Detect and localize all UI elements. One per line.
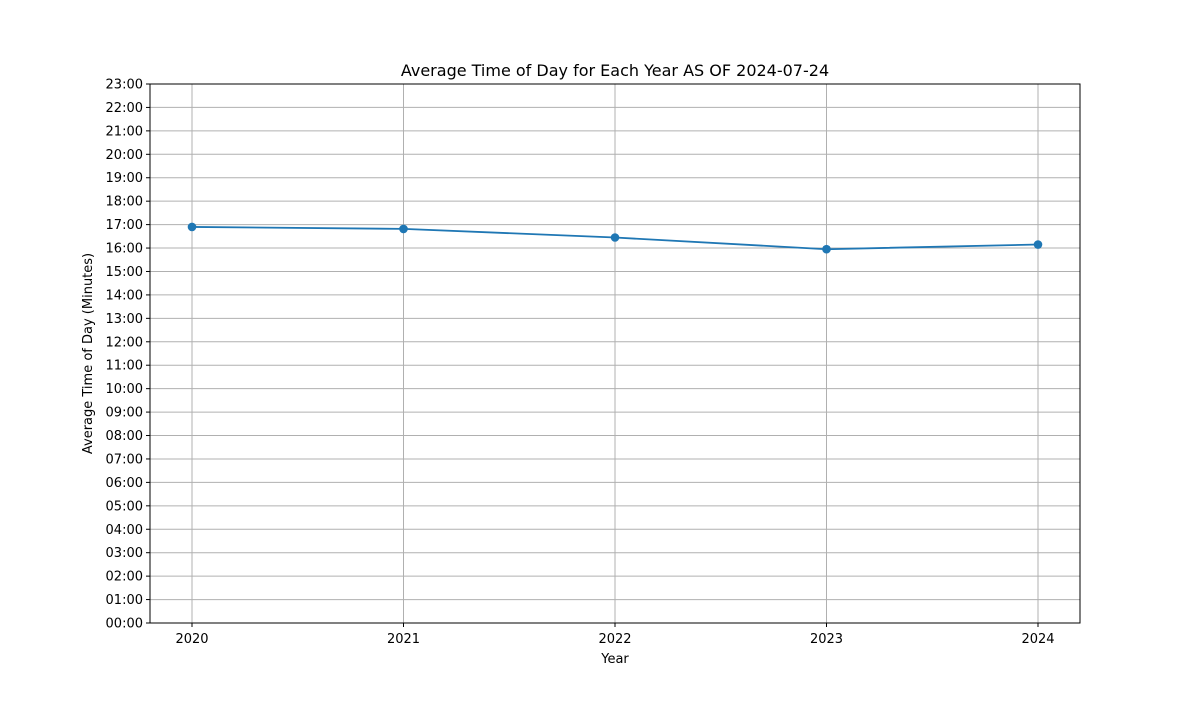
y-tick-label: 02:00 [106,570,143,585]
y-axis-label: Average Time of Day (Minutes) [81,253,96,454]
y-tick-label: 06:00 [106,476,143,491]
y-tick-label: 04:00 [106,523,143,538]
series-layer [187,222,1043,254]
y-tick-label: 11:00 [106,359,143,374]
tick-layer: 00:00 01:00 02:00 03:00 04:00 05:00 06:00 07:00… [106,78,1055,648]
x-tick-label: 2024 [1021,632,1054,647]
grid-layer [150,83,1080,624]
y-tick-label: 03:00 [106,546,143,561]
y-tick-label: 23:00 [106,78,143,93]
data-point [399,224,408,234]
data-point [610,233,620,242]
x-tick-label: 2023 [810,632,843,647]
data-point [187,222,197,232]
y-tick-label: 14:00 [106,288,143,303]
y-tick-label: 08:00 [106,429,143,444]
y-tick-label: 12:00 [106,335,143,350]
x-tick-label: 2020 [175,632,208,647]
data-point [1033,240,1043,249]
x-tick-label: 2021 [387,632,420,647]
y-tick-label: 05:00 [106,499,143,514]
x-axis-label: Year [600,652,629,667]
y-tick-label: 01:00 [106,593,143,608]
y-tick-label: 15:00 [106,265,143,280]
x-tick-label: 2022 [598,632,631,647]
y-tick-label: 20:00 [106,148,143,163]
data-point [822,244,831,254]
y-tick-label: 09:00 [106,406,143,421]
y-tick-label: 21:00 [106,124,143,139]
y-tick-label: 18:00 [106,195,143,210]
y-tick-label: 13:00 [106,312,143,327]
y-tick-label: 00:00 [106,617,143,632]
y-tick-label: 22:00 [106,101,143,116]
y-tick-label: 10:00 [106,382,143,397]
y-tick-label: 17:00 [106,218,143,233]
chart-title: Average Time of Day for Each Year AS OF … [401,61,829,80]
y-tick-label: 16:00 [106,242,143,257]
y-tick-label: 19:00 [106,171,143,186]
y-tick-label: 07:00 [106,452,143,467]
